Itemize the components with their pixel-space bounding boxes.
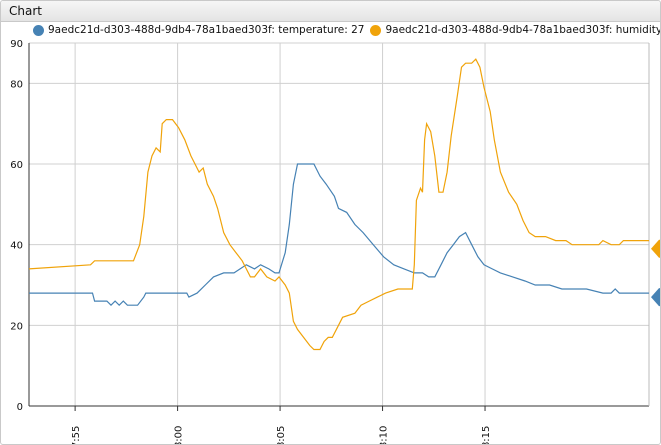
legend-item-temperature[interactable]: 9aedc21d-d303-488d-9db4-78a1baed303f: te… [33, 24, 364, 36]
chart-legend: 9aedc21d-d303-488d-9db4-78a1baed303f: te… [33, 24, 661, 36]
legend-item-humidity[interactable]: 9aedc21d-d303-488d-9db4-78a1baed303f: hu… [370, 24, 661, 36]
y-tick-label: 90 [10, 39, 23, 50]
humidity-value-marker[interactable] [651, 239, 661, 258]
x-tick-label: 18:10 [379, 426, 390, 445]
y-tick-label: 0 [17, 402, 23, 413]
x-tick-label: 18:05 [276, 426, 287, 445]
humidity-series-line [28, 58, 649, 351]
legend-dot-temperature [33, 24, 44, 36]
x-tick-label: 17:55 [71, 426, 82, 445]
panel-title: Chart [9, 4, 42, 18]
x-tick-label: 18:00 [174, 426, 185, 445]
temperature-series-line [29, 163, 649, 307]
legend-label-humidity: 9aedc21d-d303-488d-9db4-78a1baed303f: hu… [385, 24, 661, 36]
legend-label-temperature: 9aedc21d-d303-488d-9db4-78a1baed303f: te… [48, 24, 365, 36]
y-tick-label: 60 [10, 160, 23, 171]
temperature-value-marker[interactable] [651, 288, 661, 307]
y-tick-label: 20 [10, 321, 23, 332]
legend-dot-humidity [370, 24, 382, 36]
y-tick-label: 40 [10, 241, 23, 252]
y-tick-label: 80 [10, 79, 23, 90]
panel-header: Chart [1, 1, 660, 22]
x-tick-label: 18:15 [481, 426, 492, 445]
